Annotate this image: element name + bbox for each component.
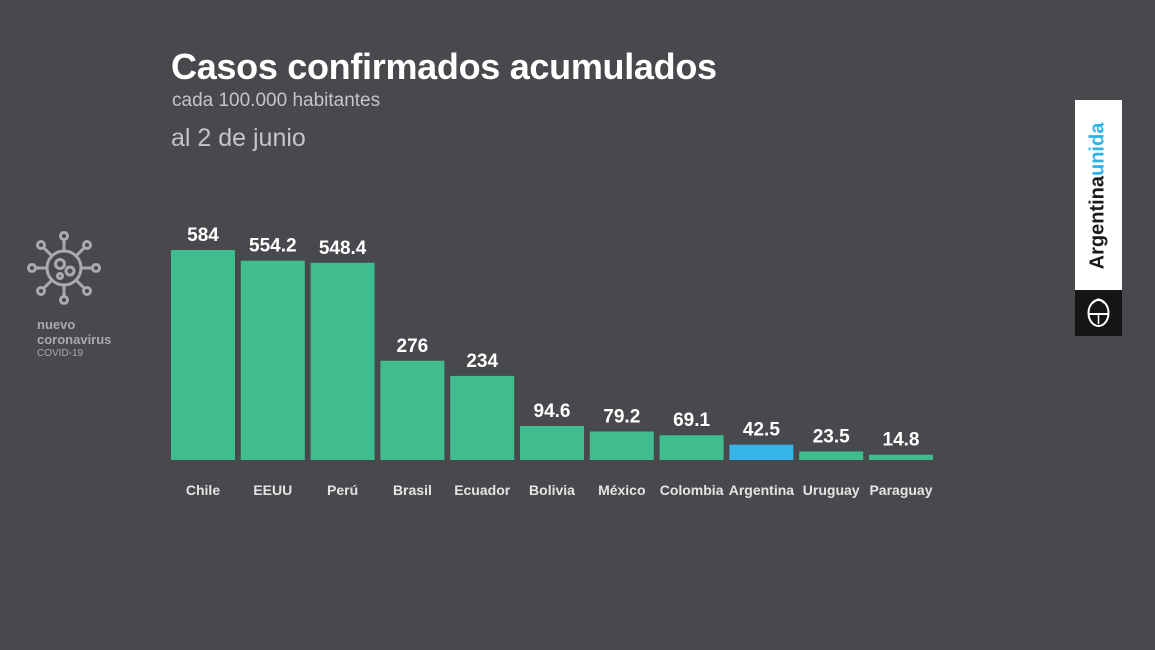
brand-word-argentina: Argentina [1086, 176, 1109, 270]
brand-wordmark: Argentinaunida [1075, 100, 1122, 288]
bar-mexico [589, 431, 654, 460]
value-label-bolivia: 94.6 [534, 401, 571, 422]
bar-peru [310, 262, 375, 460]
chart-subtitle: cada 100.000 habitantes [172, 90, 381, 111]
category-label-peru: Perú [327, 482, 358, 498]
coat-of-arms-icon [1075, 290, 1122, 336]
value-label-ecuador: 234 [466, 351, 498, 372]
virus-icon [27, 231, 101, 305]
bar-eeuu [240, 260, 305, 460]
coronavirus-logo: nuevo coronavirus COVID-19 [24, 228, 134, 361]
category-label-uruguay: Uruguay [803, 482, 860, 498]
category-label-chile: Chile [186, 482, 220, 498]
category-label-paraguay: Paraguay [869, 482, 932, 498]
bar-chart: 584 Chile 554.2 EEUU 548.4 Perú 276 Brasil 234 Ec… [171, 225, 933, 498]
bar-argentina [729, 444, 794, 460]
bar-uruguay [799, 451, 864, 460]
bar-chile [171, 250, 235, 460]
argentina-unida-logo: Argentinaunida [1075, 100, 1122, 336]
category-label-colombia: Colombia [660, 482, 724, 498]
value-label-mexico: 79.2 [603, 407, 640, 428]
value-label-uruguay: 23.5 [813, 427, 850, 448]
category-label-mexico: México [598, 482, 645, 498]
chart-date: al 2 de junio [171, 124, 306, 152]
value-label-peru: 548.4 [319, 238, 367, 259]
brand-word-unida: unida [1086, 122, 1109, 176]
value-label-colombia: 69.1 [673, 410, 710, 431]
value-label-paraguay: 14.8 [883, 430, 920, 451]
virus-logo-text: nuevo coronavirus COVID-19 [37, 317, 134, 361]
value-label-chile: 584 [187, 225, 219, 246]
bar-bolivia [520, 426, 584, 460]
value-label-eeuu: 554.2 [249, 236, 297, 257]
bar-colombia [659, 435, 724, 460]
bar-ecuador [450, 375, 515, 460]
virus-logo-line3: COVID-19 [37, 348, 84, 359]
chart-title: Casos confirmados acumulados [171, 46, 717, 87]
value-label-argentina: 42.5 [743, 420, 780, 441]
category-label-eeuu: EEUU [253, 482, 292, 498]
category-label-bolivia: Bolivia [529, 482, 575, 498]
value-label-brasil: 276 [397, 336, 429, 357]
virus-logo-line1: nuevo [37, 317, 76, 332]
category-label-brasil: Brasil [393, 482, 432, 498]
category-label-ecuador: Ecuador [454, 482, 511, 498]
category-label-argentina: Argentina [729, 482, 795, 498]
bar-paraguay [869, 454, 933, 460]
virus-logo-line2: coronavirus [37, 332, 112, 347]
bar-brasil [380, 360, 445, 460]
